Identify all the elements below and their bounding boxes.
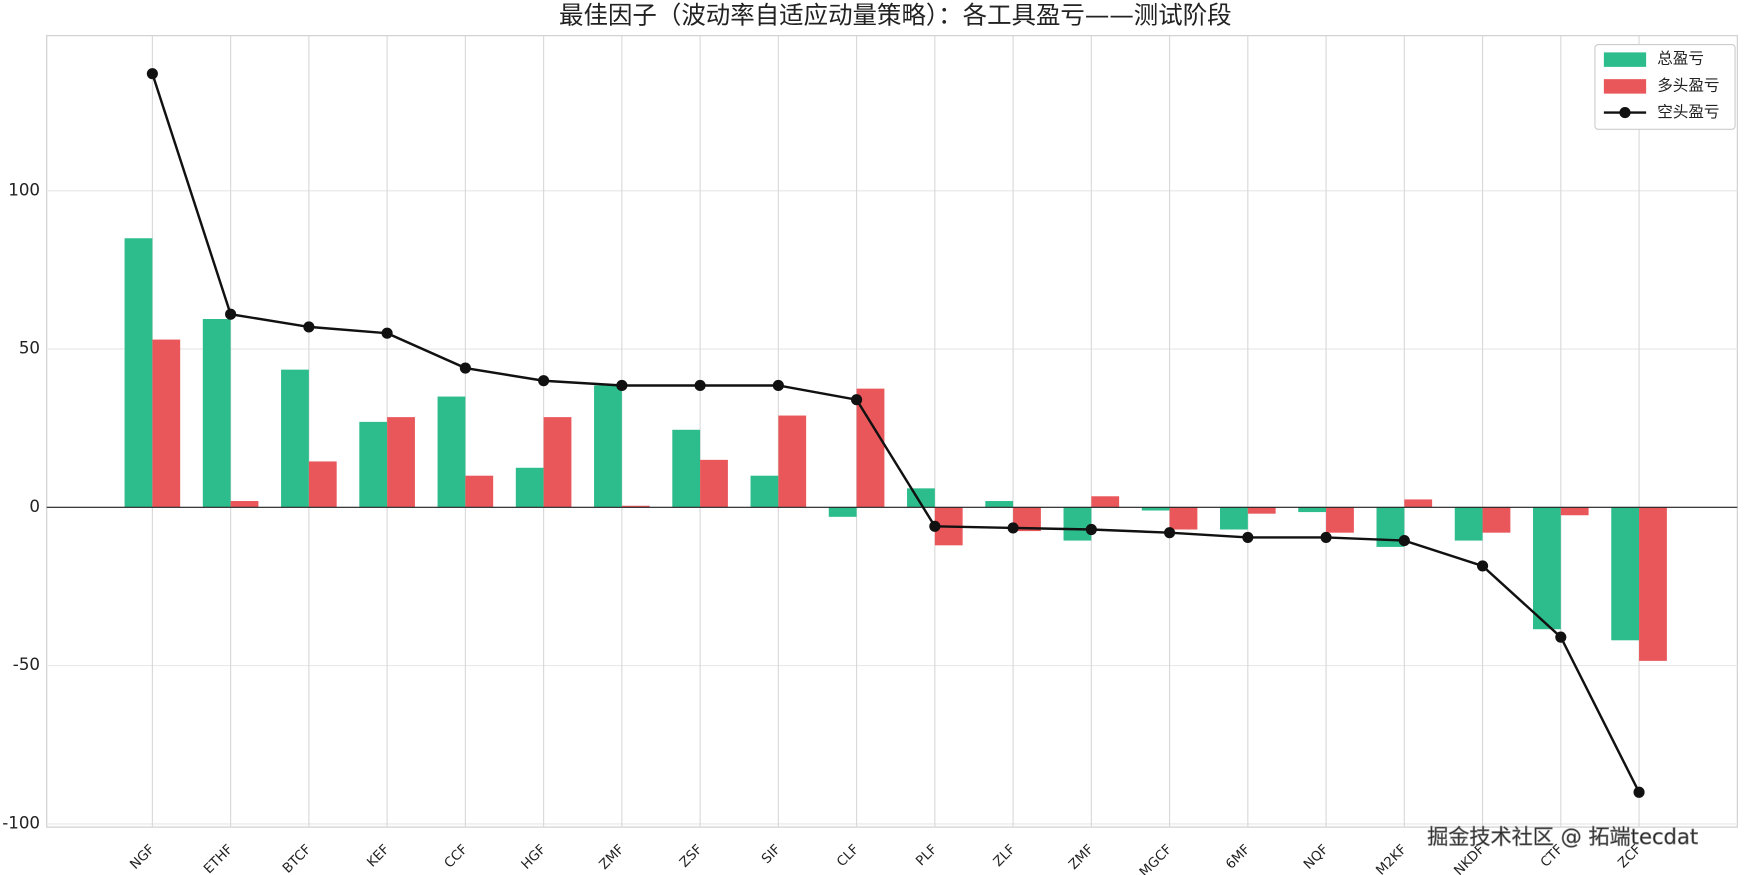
bar (828, 507, 857, 517)
bar (1404, 499, 1433, 508)
bar (1247, 507, 1276, 514)
legend-label: 空头盈亏 (1657, 103, 1719, 121)
bar (1454, 507, 1483, 541)
bar (387, 417, 415, 508)
line-marker (1555, 631, 1567, 643)
legend-swatch (1603, 52, 1647, 67)
line-marker (459, 362, 471, 374)
line-marker (772, 379, 784, 392)
line-marker (538, 375, 550, 387)
bar (1326, 507, 1354, 533)
bar (1169, 507, 1198, 530)
line-marker (851, 394, 863, 406)
line-marker (1320, 531, 1332, 543)
legend-marker (1619, 107, 1631, 119)
y-tick-label: -100 (2, 812, 40, 832)
chart-title: 最佳因子（波动率自适应动量策略）：各工具盈亏——测试阶段 (559, 1, 1232, 30)
bar (515, 467, 544, 508)
legend-label: 多头盈亏 (1657, 76, 1719, 94)
y-tick-label: 100 (8, 179, 40, 199)
line-marker (1633, 786, 1645, 798)
bar (750, 475, 779, 508)
bar (1611, 507, 1640, 641)
bar (1639, 507, 1667, 661)
line-marker (1007, 522, 1019, 534)
plot-frame (46, 35, 1738, 828)
bar (230, 501, 259, 508)
bar (985, 501, 1014, 508)
bar (1298, 507, 1327, 513)
bar (543, 417, 572, 508)
bar (359, 421, 388, 508)
y-tick-label: -50 (13, 654, 40, 674)
bar (672, 429, 701, 508)
bar (437, 396, 466, 508)
bar (1482, 507, 1511, 533)
line-marker (616, 379, 628, 392)
bar (1141, 507, 1170, 511)
watermark: 掘金技术社区 @ 拓端tecdat (1427, 824, 1698, 849)
bar (1063, 507, 1092, 541)
bar (124, 238, 153, 508)
line-marker (1085, 523, 1097, 536)
line-marker (303, 321, 315, 333)
line-marker (225, 308, 237, 320)
bar (594, 385, 622, 508)
bar (308, 461, 337, 508)
line-marker (1398, 535, 1410, 547)
line-marker (146, 68, 158, 80)
marks (46, 68, 1738, 798)
bar (1091, 496, 1120, 508)
line-marker (694, 379, 706, 392)
bar (621, 505, 650, 508)
bar (778, 415, 807, 508)
bar (1013, 507, 1041, 532)
line-marker (1477, 560, 1489, 572)
line-marker (1164, 527, 1176, 539)
bar (281, 369, 309, 508)
line-marker (929, 520, 941, 532)
bar (202, 318, 231, 508)
y-tick-label: 0 (29, 496, 40, 516)
bar (1220, 507, 1248, 530)
bar (700, 459, 728, 508)
line (151, 73, 1641, 793)
line-marker (381, 327, 393, 339)
line-marker (1242, 531, 1254, 543)
legend-swatch (1603, 79, 1647, 94)
y-tick-label: 50 (19, 338, 40, 358)
bar (1533, 507, 1561, 630)
legend-label: 总盈亏 (1657, 50, 1704, 68)
bar (1560, 507, 1589, 516)
bar (152, 339, 181, 508)
bar (465, 475, 494, 508)
